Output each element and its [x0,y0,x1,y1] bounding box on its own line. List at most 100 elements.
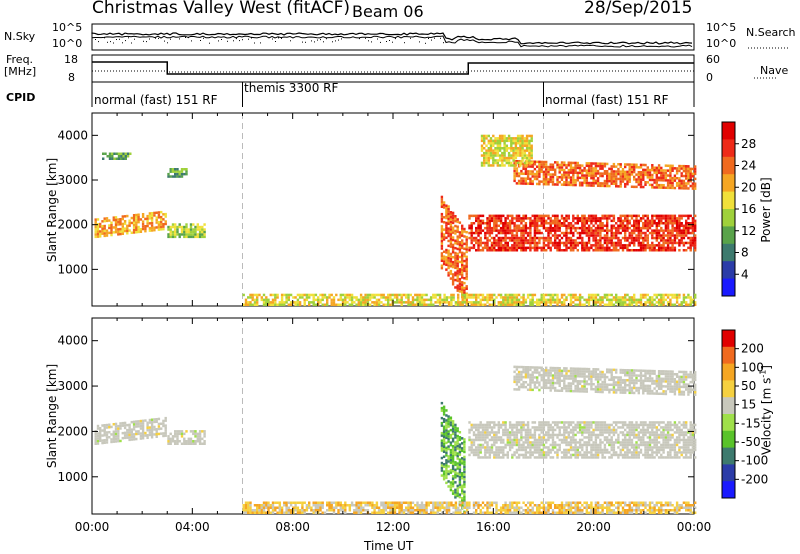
data-cell [162,223,165,226]
data-cell [456,447,459,450]
data-cell [603,217,607,220]
data-cell [201,437,204,441]
data-cell [526,241,530,245]
data-cell [481,246,485,250]
data-cell [495,436,498,439]
data-cell [560,303,564,306]
data-cell [128,433,131,437]
data-cell [389,296,392,299]
data-cell [565,431,568,434]
data-cell [671,234,674,237]
data-cell [653,421,656,424]
data-cell [651,186,654,189]
data-cell [651,244,654,247]
data-cell [538,170,541,173]
data-cell [498,142,502,145]
data-cell [178,430,181,433]
data-cell [526,426,530,429]
data-cell [153,420,156,424]
data-cell [344,298,347,302]
data-cell [287,298,290,302]
data-cell [639,448,643,452]
data-cell [449,252,453,256]
data-cell [542,163,546,166]
data-cell [619,175,622,178]
data-cell [196,440,199,443]
data-cell [639,441,643,444]
data-cell [542,298,546,302]
data-cell [515,431,519,434]
data-cell [454,441,457,444]
data-cell [657,446,661,449]
data-cell [569,428,573,432]
data-cell [323,296,327,299]
data-cell [565,441,568,444]
data-cell [110,226,113,229]
data-cell [504,239,507,242]
data-cell [465,248,468,251]
data-cell [481,303,485,306]
noise-point [200,40,201,41]
data-cell [495,448,498,452]
data-cell [174,170,177,173]
data-cell [511,296,514,299]
data-cell [569,226,573,230]
noise-point [395,38,396,40]
data-cell [443,301,446,304]
data-cell [499,229,503,232]
data-cell [105,423,109,427]
data-cell [429,303,433,306]
data-cell [160,432,163,435]
data-cell [468,231,471,235]
data-cell [445,263,448,266]
data-cell [666,229,670,232]
data-cell [513,236,516,240]
data-cell [524,249,528,252]
data-cell [515,236,519,240]
data-cell [662,446,665,449]
data-cell [551,166,555,169]
data-cell [153,214,156,217]
data-cell [633,226,636,230]
data-cell [449,421,453,424]
data-cell [594,453,598,457]
data-cell [490,231,494,235]
data-cell [648,301,652,304]
data-cell [497,219,500,223]
data-cell [139,434,143,438]
data-cell [644,249,647,252]
data-cell [540,165,543,169]
noise-point [236,38,237,40]
data-cell [146,222,149,225]
data-cell [542,214,546,218]
data-cell [671,293,674,297]
data-cell [630,303,634,306]
data-cell [624,226,627,230]
nave-trace [92,70,694,73]
data-cell [563,441,566,444]
data-cell [117,228,120,231]
data-cell [567,161,570,164]
data-cell [112,437,115,441]
data-cell [633,453,636,457]
data-cell [576,171,579,175]
data-cell [499,426,503,429]
data-cell [644,453,647,457]
data-cell [639,166,643,169]
data-cell [637,224,640,227]
data-cell [596,219,600,223]
data-cell [596,241,600,245]
data-cell [587,181,591,185]
data-cell [451,425,455,428]
data-cell [635,423,638,427]
data-cell [599,423,602,427]
data-cell [569,436,573,439]
data-cell [590,229,593,232]
data-cell [303,303,306,306]
data-cell [669,222,672,225]
noise-point [122,42,123,44]
data-cell [368,303,372,306]
data-cell [644,219,647,223]
data-cell [470,214,473,218]
data-cell [502,438,505,442]
